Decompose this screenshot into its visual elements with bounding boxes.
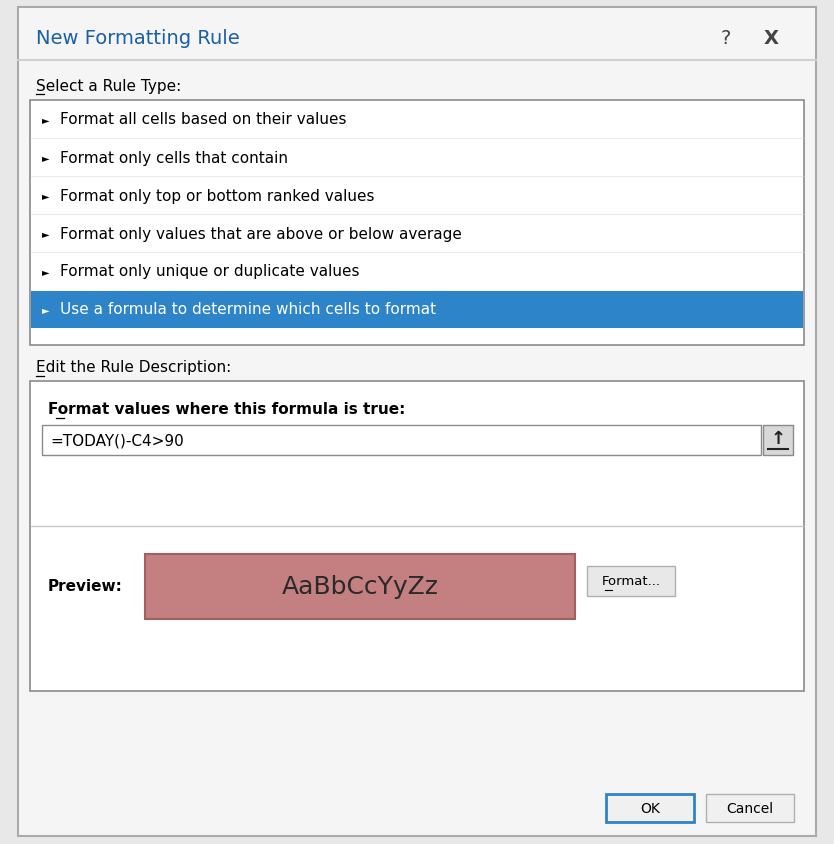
Text: AaBbCcYyZz: AaBbCcYyZz	[282, 575, 439, 598]
Text: =TODAY()-C4>90: =TODAY()-C4>90	[50, 433, 183, 448]
Text: ►: ►	[43, 267, 50, 277]
Text: ?: ?	[721, 29, 731, 47]
Text: Use a formula to determine which cells to format: Use a formula to determine which cells t…	[60, 302, 436, 317]
Text: Preview:: Preview:	[48, 579, 123, 594]
Text: Format values where this formula is true:: Format values where this formula is true…	[48, 402, 405, 417]
Bar	[30, 381, 804, 691]
Text: Format...: Format...	[601, 575, 661, 587]
Text: Format only cells that contain: Format only cells that contain	[60, 150, 288, 165]
Text: ►: ►	[43, 305, 50, 315]
Text: Cancel: Cancel	[726, 801, 774, 815]
Bar	[763, 425, 793, 456]
Text: Select a Rule Type:: Select a Rule Type:	[36, 78, 181, 94]
Text: Format only values that are above or below average: Format only values that are above or bel…	[60, 226, 462, 241]
Bar	[19, 9, 815, 61]
Text: Format only top or bottom ranked values: Format only top or bottom ranked values	[60, 188, 374, 203]
Text: OK: OK	[640, 801, 660, 815]
Text: ►: ►	[43, 191, 50, 201]
Text: ►: ►	[43, 153, 50, 163]
Text: Format only unique or duplicate values: Format only unique or duplicate values	[60, 264, 359, 279]
Text: X: X	[763, 29, 778, 47]
Bar	[145, 555, 575, 619]
Bar	[706, 794, 794, 822]
Bar	[30, 101, 804, 345]
Bar	[42, 425, 761, 456]
Text: Format all cells based on their values: Format all cells based on their values	[60, 112, 346, 127]
Bar	[587, 566, 675, 597]
Text: New Formatting Rule: New Formatting Rule	[36, 29, 239, 47]
Text: Edit the Rule Description:: Edit the Rule Description:	[36, 360, 231, 375]
Bar	[606, 794, 694, 822]
Text: ↑: ↑	[771, 430, 786, 447]
Text: ►: ►	[43, 115, 50, 125]
Bar	[31, 292, 803, 328]
Text: ►: ►	[43, 229, 50, 239]
